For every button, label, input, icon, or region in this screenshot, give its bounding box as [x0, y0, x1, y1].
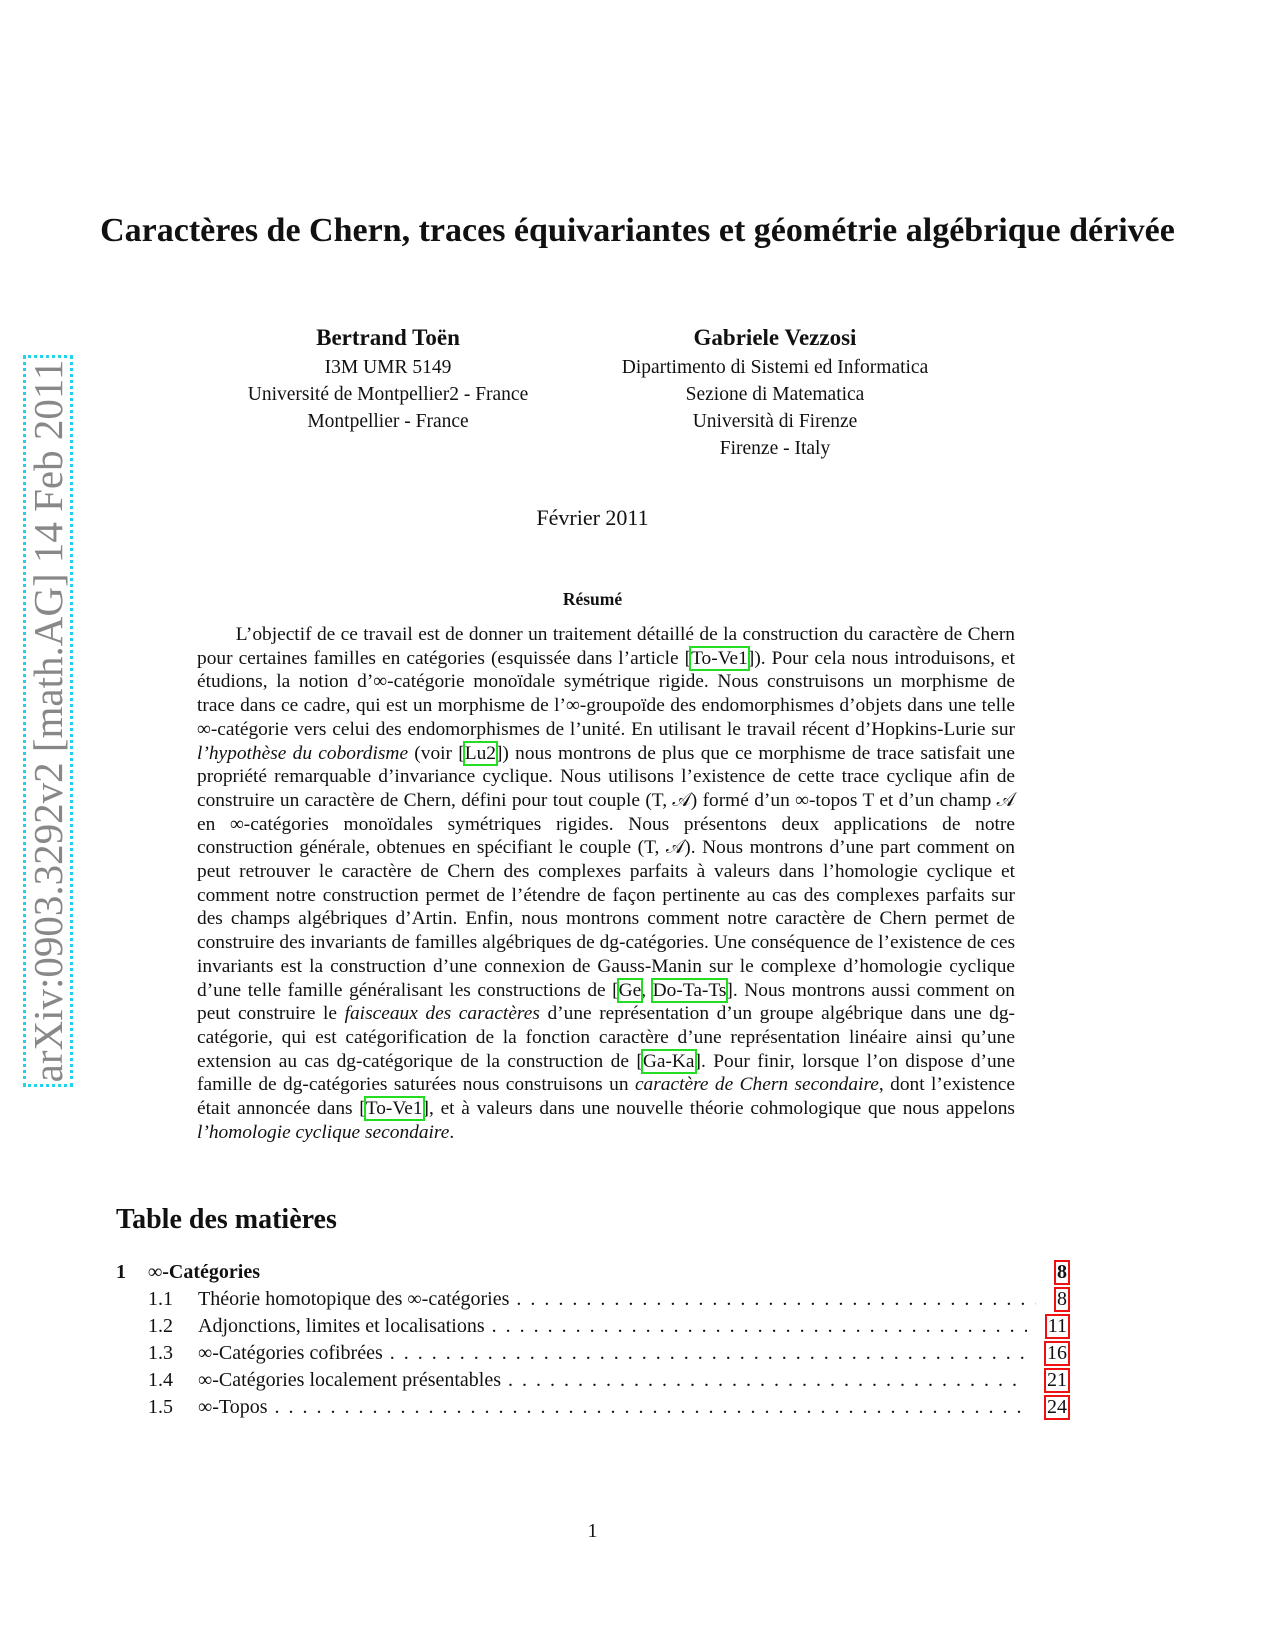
toc-page-link[interactable]: 11: [1044, 1314, 1071, 1339]
abstract-heading: Résumé: [562, 589, 623, 609]
toc-page-link[interactable]: 24: [1044, 1395, 1070, 1420]
citation-link[interactable]: Lu2: [462, 740, 498, 766]
toc-label: Théorie homotopique des ∞-catégories: [198, 1286, 1036, 1313]
emphasized-text: faisceaux des caractères: [344, 1003, 540, 1025]
toc-label: Adjonctions, limites et localisations: [198, 1313, 1027, 1340]
toc-page-link[interactable]: 16: [1044, 1341, 1070, 1366]
abstract-text: ]. Nous montrons aussi comment on peut c…: [197, 979, 1015, 1025]
author-affiliation: Firenze - Italy: [719, 438, 831, 459]
toc-page-link[interactable]: 8: [1054, 1260, 1070, 1285]
abstract-text: , dont l’existence était annoncée dans [: [197, 1074, 1015, 1120]
date: Février 2011: [536, 505, 649, 530]
author-affiliation: Dipartimento di Sistemi ed Informatica: [621, 357, 929, 378]
paper-title: Caractères de Chern, traces équivariante…: [100, 212, 1175, 249]
abstract-body: L’objectif de ce travail est de donner u…: [197, 623, 1015, 1144]
toc-entry[interactable]: 1 ∞-Catégories 8: [116, 1259, 1070, 1286]
toc-label: ∞-Catégories localement présentables: [198, 1367, 1026, 1394]
toc-number: 1.2: [148, 1315, 173, 1337]
author-block-2: Gabriele Vezzosi Dipartimento di Sistemi…: [590, 322, 960, 462]
toc-entry[interactable]: 1.1 Théorie homotopique des ∞-catégories 8: [148, 1286, 1070, 1313]
toc-entry[interactable]: 1.5 ∞-Topos 24: [148, 1394, 1070, 1421]
author-affiliation: I3M UMR 5149: [324, 357, 452, 378]
author-block-1: Bertrand Toën I3M UMR 5149 Université de…: [228, 322, 548, 435]
toc-entry[interactable]: 1.4 ∞-Catégories localement présentables 2…: [148, 1367, 1070, 1394]
toc-label: ∞-Topos: [198, 1394, 1026, 1421]
citation-link[interactable]: To-Ve1: [363, 1096, 425, 1122]
page-number: 1: [587, 1520, 598, 1542]
abstract-text: ,: [641, 979, 653, 1001]
arxiv-stamp: arXiv:0903.3292v2 [math.AG] 14 Feb 2011: [23, 355, 73, 1087]
toc-number: 1.5: [148, 1396, 173, 1418]
arxiv-id: arXiv:0903.3292v2 [math.AG] 14 Feb 2011: [25, 359, 71, 1083]
author-affiliation: Università di Firenze: [692, 411, 858, 432]
author-affiliation: Montpellier - France: [307, 411, 469, 432]
toc-entry[interactable]: 1.2 Adjonctions, limites et localisations…: [148, 1313, 1071, 1340]
toc-number: 1.3: [148, 1342, 173, 1364]
abstract-text: L’objectif de ce travail est de donner u…: [197, 624, 1015, 669]
toc-label: ∞-Catégories cofibrées: [198, 1340, 1026, 1367]
toc-number: 1.4: [148, 1369, 173, 1391]
author-affiliation: Université de Montpellier2 - France: [247, 384, 529, 405]
author-name: Bertrand Toën: [316, 325, 460, 350]
abstract-text: ]. Pour finir, lorsque l’on dispose d’un…: [197, 1050, 1015, 1096]
abstract-text: .: [449, 1121, 455, 1143]
author-affiliation: Sezione di Matematica: [685, 384, 865, 405]
toc-number: 1.1: [148, 1288, 173, 1310]
toc-heading: Table des matières: [116, 1204, 337, 1235]
emphasized-text: l’homologie cyclique secondaire: [197, 1121, 450, 1143]
citation-link[interactable]: Do-Ta-Ts: [650, 977, 729, 1003]
abstract-text: ]) nous montrons de plus que ce morphism…: [197, 742, 1015, 1001]
citation-link[interactable]: To-Ve1: [689, 645, 750, 671]
abstract-text: (voir [: [408, 742, 465, 764]
emphasized-text: caractère de Chern secondaire: [634, 1074, 879, 1096]
citation-link[interactable]: Ga-Ka: [640, 1048, 697, 1074]
toc-number: 1: [116, 1261, 126, 1283]
citation-link[interactable]: Ge: [616, 977, 644, 1003]
toc-page-link[interactable]: 8: [1054, 1287, 1070, 1312]
abstract-text: ]). Pour cela nous introduisons, et étud…: [197, 647, 1016, 740]
toc-entry[interactable]: 1.3 ∞-Catégories cofibrées 16: [148, 1340, 1070, 1367]
emphasized-text: l’hypothèse du cobordisme: [197, 742, 409, 764]
abstract-text: ], et à valeurs dans une nouvelle théori…: [422, 1098, 1015, 1120]
abstract-text: d’une représentation d’un groupe algébri…: [197, 1003, 1015, 1072]
toc-label: ∞-Catégories: [148, 1261, 260, 1283]
author-name: Gabriele Vezzosi: [693, 325, 857, 350]
toc-page-link[interactable]: 21: [1044, 1368, 1070, 1393]
